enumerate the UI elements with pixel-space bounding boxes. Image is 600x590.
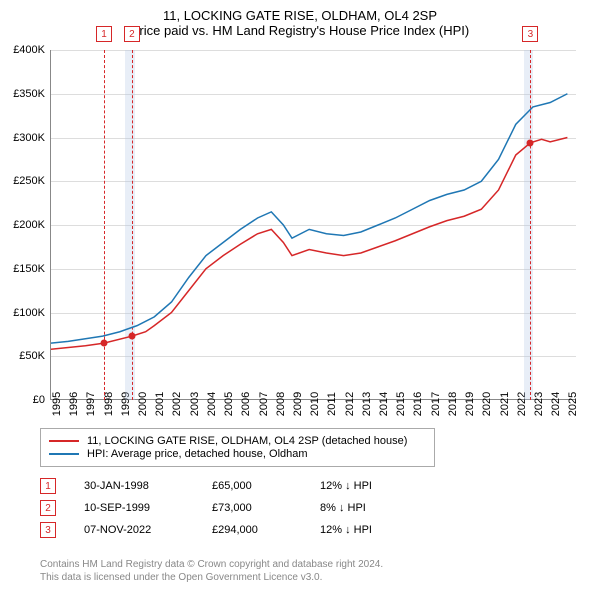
transactions-table: 1 30-JAN-1998 £65,000 12% ↓ HPI 2 10-SEP-1999… xyxy=(40,472,410,544)
page-subtitle: Price paid vs. HM Land Registry's House … xyxy=(0,23,600,38)
transaction-date: 30-JAN-1998 xyxy=(84,480,184,492)
legend-label: 11, LOCKING GATE RISE, OLDHAM, OL4 2SP (… xyxy=(87,435,407,447)
legend-swatch xyxy=(49,453,79,455)
y-axis-label: £200K xyxy=(13,219,45,231)
legend-swatch xyxy=(49,440,79,442)
y-axis-label: £400K xyxy=(13,44,45,56)
transaction-row: 1 30-JAN-1998 £65,000 12% ↓ HPI xyxy=(40,478,410,494)
series-line xyxy=(51,94,567,343)
page-title: 11, LOCKING GATE RISE, OLDHAM, OL4 2SP xyxy=(0,8,600,23)
transaction-delta: 12% ↓ HPI xyxy=(320,480,410,492)
transaction-dot xyxy=(101,340,108,347)
price-chart: £0£50K£100K£150K£200K£250K£300K£350K£400… xyxy=(50,50,575,400)
transaction-date: 10-SEP-1999 xyxy=(84,502,184,514)
transaction-marker-icon: 1 xyxy=(40,478,56,494)
transaction-marker: 1 xyxy=(96,26,112,42)
transaction-delta: 12% ↓ HPI xyxy=(320,524,410,536)
transaction-row: 2 10-SEP-1999 £73,000 8% ↓ HPI xyxy=(40,500,410,516)
y-axis-label: £300K xyxy=(13,132,45,144)
transaction-marker-icon: 3 xyxy=(40,522,56,538)
legend-label: HPI: Average price, detached house, Oldh… xyxy=(87,448,308,460)
footer-line-2: This data is licensed under the Open Gov… xyxy=(40,571,383,584)
y-axis-label: £250K xyxy=(13,175,45,187)
transaction-marker: 2 xyxy=(124,26,140,42)
transaction-date: 07-NOV-2022 xyxy=(84,524,184,536)
transaction-price: £294,000 xyxy=(212,524,292,536)
legend-item: HPI: Average price, detached house, Oldh… xyxy=(49,448,426,460)
transaction-marker-icon: 2 xyxy=(40,500,56,516)
footer-line-1: Contains HM Land Registry data © Crown c… xyxy=(40,558,383,571)
transaction-price: £65,000 xyxy=(212,480,292,492)
y-axis-label: £100K xyxy=(13,307,45,319)
transaction-row: 3 07-NOV-2022 £294,000 12% ↓ HPI xyxy=(40,522,410,538)
legend: 11, LOCKING GATE RISE, OLDHAM, OL4 2SP (… xyxy=(40,428,435,467)
transaction-dot xyxy=(527,139,534,146)
y-axis-label: £50K xyxy=(19,350,45,362)
transaction-price: £73,000 xyxy=(212,502,292,514)
transaction-dot xyxy=(128,333,135,340)
y-axis-label: £0 xyxy=(33,394,45,406)
transaction-marker: 3 xyxy=(522,26,538,42)
transaction-delta: 8% ↓ HPI xyxy=(320,502,410,514)
footer-attribution: Contains HM Land Registry data © Crown c… xyxy=(40,558,383,584)
y-axis-label: £150K xyxy=(13,263,45,275)
legend-item: 11, LOCKING GATE RISE, OLDHAM, OL4 2SP (… xyxy=(49,435,426,447)
y-axis-label: £350K xyxy=(13,88,45,100)
